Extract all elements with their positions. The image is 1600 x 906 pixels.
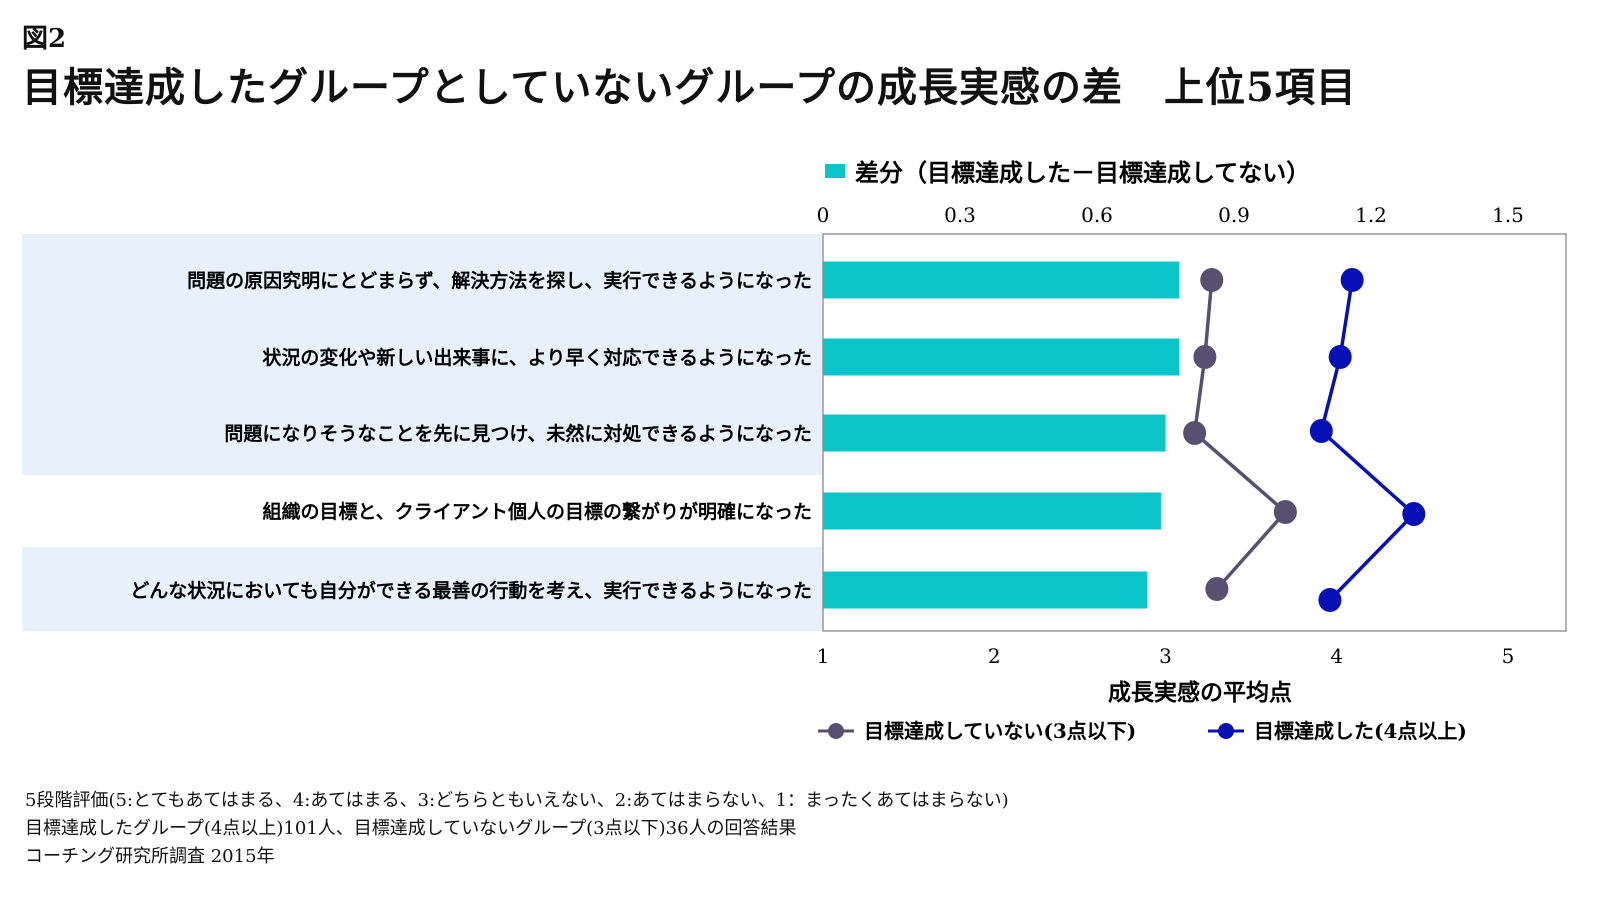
bar: [823, 571, 1148, 609]
chart-title: 目標達成したグループとしていないグループの成長実感の差 上位5項目: [22, 64, 1357, 111]
top-tick-label: 0.9: [1218, 203, 1250, 227]
data-point: [1340, 268, 1364, 292]
series-line: [1192, 279, 1288, 591]
bar: [823, 492, 1161, 530]
bar: [823, 261, 1180, 299]
bottom-tick-label: 2: [988, 644, 1001, 668]
legend-marker: [1218, 723, 1234, 739]
bottom-tick-label: 1: [817, 644, 830, 668]
data-point: [1402, 502, 1426, 526]
category-label: どんな状況においても自分ができる最善の行動を考え、実行できるようになった: [130, 579, 812, 602]
bar: [823, 338, 1180, 376]
top-tick-label: 0.6: [1081, 203, 1113, 227]
top-tick-label: 1.5: [1492, 203, 1524, 227]
row-band: [22, 547, 823, 631]
category-label: 組織の目標と、クライアント個人の目標の繋がりが明確になった: [263, 500, 812, 523]
legend-marker: [828, 723, 844, 739]
top-tick-label: 1.2: [1355, 203, 1387, 227]
data-point: [1328, 345, 1352, 369]
legend-swatch-bar: [825, 164, 845, 178]
chart: 問題の原因究明にとどまらず、解決方法を探し、実行できるようになった状況の変化や新…: [22, 158, 1567, 743]
figure-label: 図2: [22, 24, 67, 54]
legend-label: 目標達成していない(3点以下): [864, 719, 1136, 743]
category-label: 問題になりそうなことを先に見つけ、未然に対処できるようになった: [224, 422, 812, 445]
bottom-tick-label: 5: [1502, 644, 1515, 668]
data-point: [1193, 345, 1217, 369]
legend-label-bar: 差分（目標達成した－目標達成してない）: [855, 158, 1310, 187]
bottom-tick-label: 3: [1159, 644, 1172, 668]
note-source: コーチング研究所調査 2015年: [25, 846, 275, 867]
bottom-tick-label: 4: [1330, 644, 1343, 668]
notes: 5段階評価(5:とてもあてはまる、4:あてはまる、3:どちらともいえない、2:あ…: [25, 787, 1009, 871]
category-label: 状況の変化や新しい出来事に、より早く対応できるようになった: [262, 346, 812, 369]
category-label: 問題の原因究明にとどまらず、解決方法を探し、実行できるようになった: [187, 269, 812, 292]
top-tick-label: 0: [817, 203, 830, 227]
data-point: [1200, 268, 1224, 292]
legend-label: 目標達成した(4点以上): [1254, 719, 1467, 743]
data-point: [1309, 419, 1333, 443]
data-point: [1273, 500, 1297, 524]
series-line: [1319, 279, 1417, 602]
data-point: [1205, 577, 1229, 601]
bar: [823, 414, 1166, 452]
data-point: [1183, 421, 1207, 445]
bottom-axis-title: 成長実感の平均点: [1108, 679, 1292, 706]
top-tick-label: 0.3: [944, 203, 976, 227]
note-scale: 5段階評価(5:とてもあてはまる、4:あてはまる、3:どちらともいえない、2:あ…: [25, 790, 1009, 811]
note-sample: 目標達成したグループ(4点以上)101人、目標達成していないグループ(3点以下)…: [25, 818, 797, 839]
data-point: [1318, 588, 1342, 612]
row-band: [22, 234, 823, 475]
